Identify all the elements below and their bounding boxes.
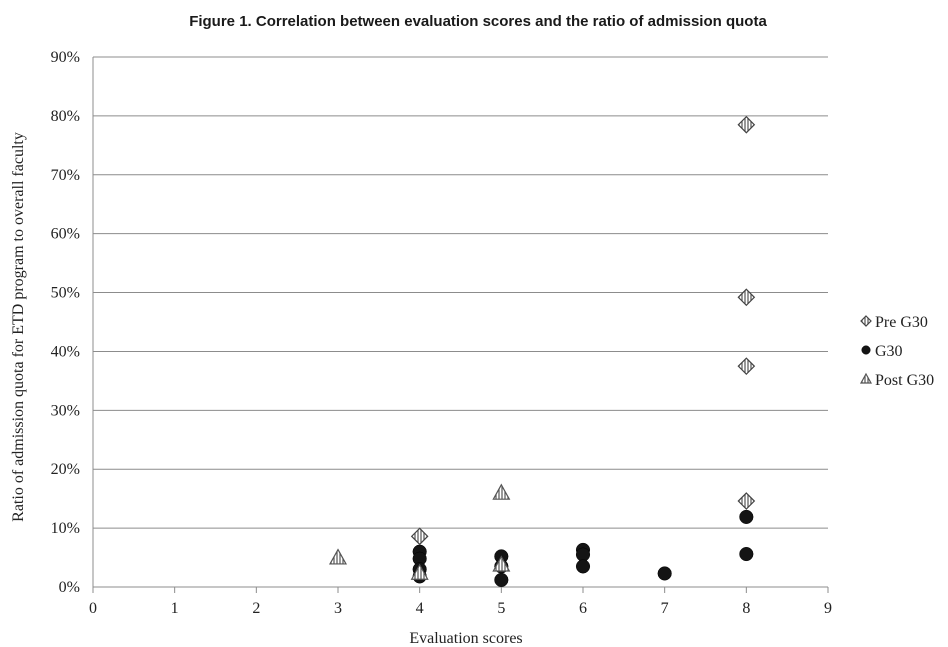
data-point-circle (657, 566, 672, 581)
legend-label: Post G30 (875, 372, 934, 389)
data-point-circle (494, 572, 509, 587)
chart-title: Figure 1. Correlation between evaluation… (189, 13, 767, 30)
legend-label: G30 (875, 343, 903, 360)
data-points (328, 115, 756, 587)
legend: Pre G30 G30 Post G30 (859, 314, 934, 389)
y-tick-label: 90% (51, 49, 80, 66)
x-tick-label: 0 (89, 600, 97, 617)
data-point-circle (575, 559, 591, 574)
data-point-diamond (410, 527, 429, 546)
legend-marker-triangle (859, 372, 873, 384)
gridlines (93, 56, 828, 529)
data-point-diamond (737, 288, 756, 307)
x-tick-label: 1 (171, 600, 179, 617)
x-tick-label: 6 (579, 600, 587, 617)
x-tick-label: 9 (824, 600, 832, 617)
x-axis-label: Evaluation scores (409, 630, 522, 647)
x-tick-label: 7 (661, 600, 669, 617)
y-tick-label: 0% (59, 579, 80, 596)
legend-marker-circle (861, 345, 871, 355)
data-point-circle (739, 509, 754, 524)
data-point-triangle (492, 555, 511, 572)
legend-marker-diamond (860, 315, 872, 327)
y-tick-label: 70% (51, 167, 80, 184)
axes (92, 57, 829, 593)
y-tick-label: 80% (51, 108, 80, 125)
y-tick-label: 20% (51, 461, 80, 478)
data-point-diamond (737, 357, 756, 376)
data-point-triangle (328, 548, 348, 565)
x-tick-label: 8 (742, 600, 750, 617)
x-tick-label: 2 (252, 600, 260, 617)
y-tick-label: 50% (51, 285, 80, 302)
data-point-triangle (410, 563, 429, 580)
x-tick-label: 4 (416, 600, 424, 617)
x-tick-label: 3 (334, 600, 342, 617)
data-point-diamond (737, 115, 756, 134)
y-axis-label: Ratio of admission quota for ETD program… (10, 132, 27, 522)
y-tick-label: 30% (51, 402, 80, 419)
legend-label: Pre G30 (875, 314, 928, 331)
tick-labels: 0% 10% 20% 30% 40% 50% 60% 70% 80% 90% 0 1 2 3 4 5 6 7 8 9 (51, 49, 832, 617)
y-tick-label: 10% (51, 520, 80, 537)
x-tick-label: 5 (497, 600, 505, 617)
data-point-circle (739, 546, 754, 562)
data-point-diamond (737, 492, 756, 510)
y-tick-label: 40% (51, 343, 80, 360)
data-point-triangle (492, 483, 511, 500)
y-tick-label: 60% (51, 226, 80, 243)
